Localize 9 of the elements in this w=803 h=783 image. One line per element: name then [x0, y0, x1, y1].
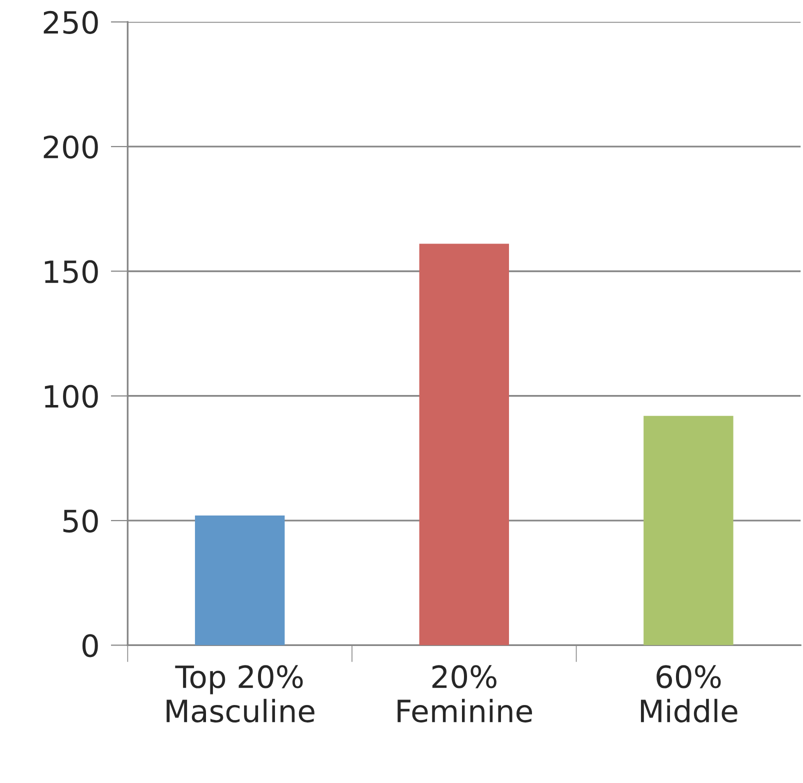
y-tick-label: 0 [82, 634, 98, 658]
x-tick-label: 20% Feminine [398, 665, 532, 723]
y-tick-label: 100 [44, 384, 98, 408]
x-tick-label: 60% Middle [640, 665, 738, 723]
y-tick-label: 50 [63, 509, 98, 533]
y-tick-label: 150 [44, 260, 98, 284]
y-tick-label: 200 [44, 136, 98, 159]
y-tick-label: 250 [44, 10, 98, 34]
x-tick-label: Top 20% Masculine [166, 665, 314, 723]
